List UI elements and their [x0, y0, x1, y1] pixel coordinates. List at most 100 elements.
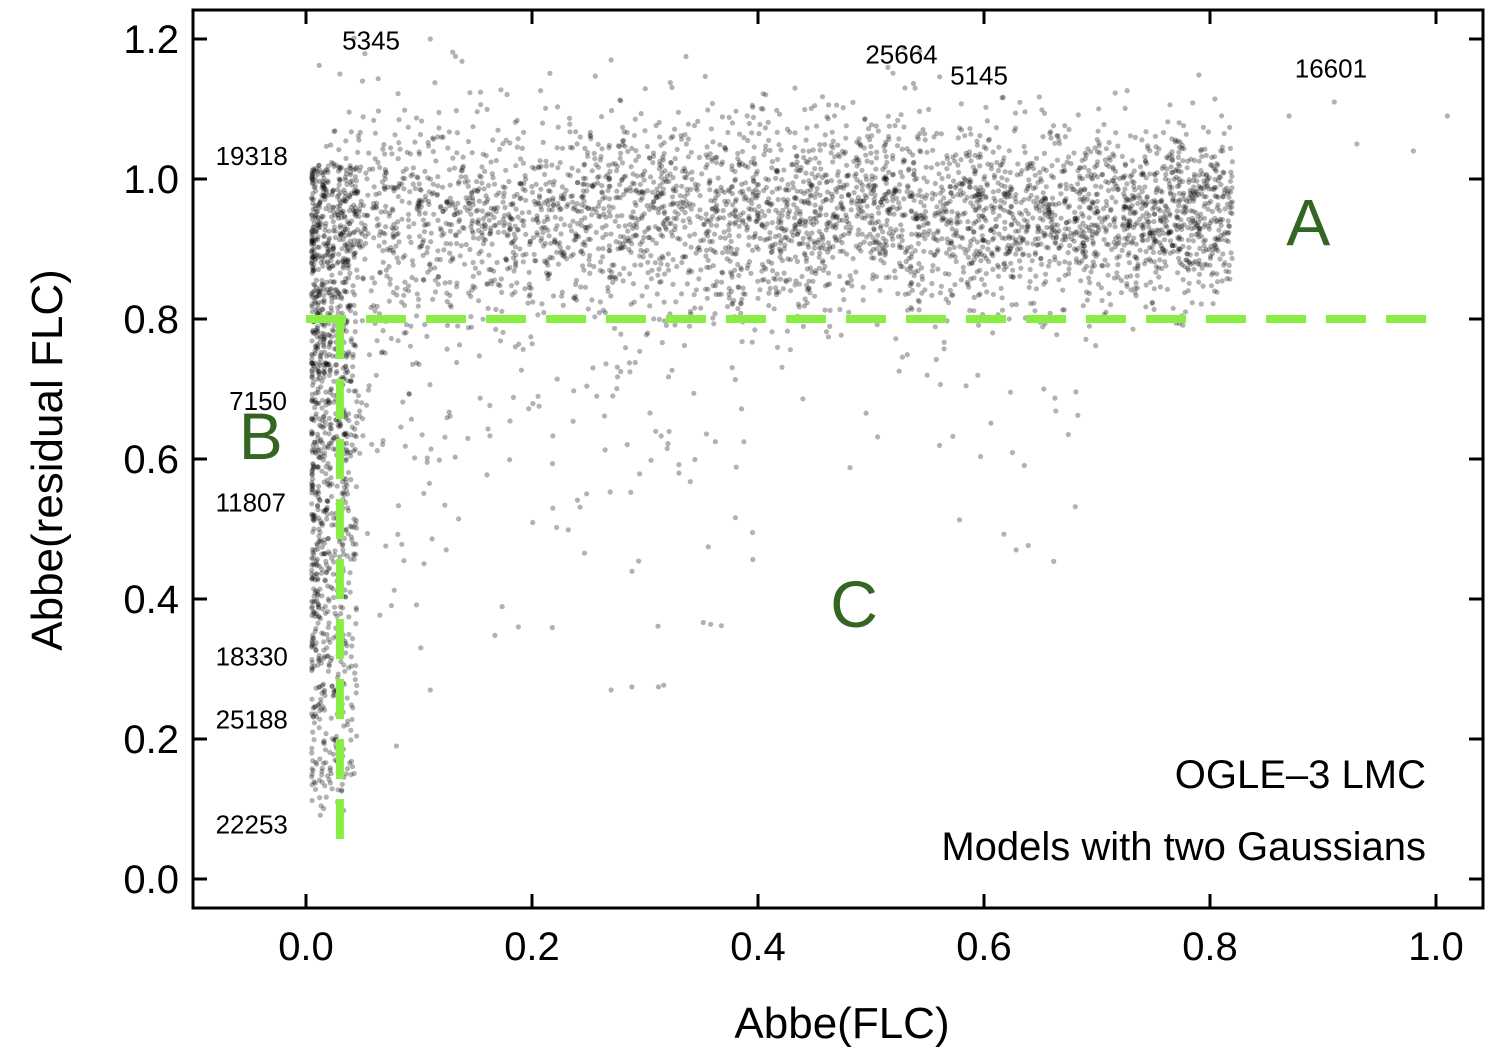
data-point [323, 569, 329, 575]
data-point [1114, 241, 1120, 247]
data-point [340, 263, 346, 269]
data-point [1172, 137, 1178, 143]
data-point [309, 562, 315, 568]
data-point [697, 207, 703, 213]
data-point [355, 274, 361, 280]
data-point [628, 188, 634, 194]
data-point [708, 222, 714, 228]
data-point [802, 106, 808, 113]
data-point [1043, 196, 1049, 202]
data-point [895, 117, 901, 123]
data-point [620, 137, 627, 143]
data-point [1175, 235, 1181, 241]
data-point [846, 220, 852, 226]
data-point [337, 202, 343, 208]
data-point [713, 291, 719, 297]
data-point [1150, 249, 1157, 255]
data-point [588, 136, 594, 142]
data-point [971, 229, 977, 235]
data-point [935, 247, 941, 253]
data-point [339, 295, 345, 302]
data-point [347, 378, 353, 384]
data-point [1139, 232, 1145, 238]
data-point [351, 552, 357, 558]
data-point [767, 230, 773, 236]
data-point [1007, 169, 1013, 176]
data-point [352, 189, 358, 195]
data-point [708, 246, 714, 252]
data-point [474, 219, 480, 225]
data-point [909, 251, 915, 257]
data-point [1120, 175, 1126, 181]
data-point [1140, 238, 1146, 244]
data-point [1175, 161, 1181, 167]
data-point [919, 193, 925, 199]
data-point [1214, 237, 1220, 243]
data-point [408, 239, 414, 245]
data-point [475, 227, 482, 234]
data-point [1077, 204, 1083, 210]
data-point [522, 173, 528, 179]
data-point [726, 291, 732, 297]
data-point [908, 208, 914, 214]
data-point [757, 287, 763, 293]
data-point [897, 182, 903, 188]
data-point [325, 608, 331, 615]
data-point [934, 237, 941, 244]
data-point [929, 292, 935, 298]
data-point [1072, 229, 1078, 235]
data-point [974, 199, 980, 205]
data-point [320, 181, 326, 187]
data-point [341, 288, 347, 294]
data-point [939, 175, 945, 182]
data-point [1198, 191, 1205, 197]
data-point [1001, 200, 1008, 206]
data-point [526, 209, 532, 215]
data-point [1196, 72, 1202, 78]
data-point [316, 563, 322, 569]
data-point [573, 236, 579, 242]
data-point [955, 162, 961, 168]
data-point [988, 227, 994, 233]
data-point [1018, 199, 1024, 205]
data-point [1176, 182, 1182, 189]
data-point [648, 276, 655, 282]
data-point [321, 654, 328, 660]
data-point [931, 252, 937, 258]
data-point [523, 197, 529, 203]
data-point [1176, 190, 1182, 196]
data-point [1124, 274, 1130, 280]
data-point [876, 210, 882, 216]
data-point [750, 247, 756, 253]
data-point [1194, 178, 1200, 184]
data-point [1016, 210, 1023, 216]
data-point [892, 189, 898, 196]
data-point [470, 230, 476, 236]
data-point [766, 137, 772, 143]
data-point [729, 300, 735, 306]
data-point [446, 167, 453, 173]
data-point [988, 162, 995, 168]
data-point [1015, 221, 1021, 227]
data-point [559, 293, 565, 299]
data-point [310, 632, 316, 638]
data-point [823, 227, 829, 233]
data-point [311, 224, 317, 230]
data-point [911, 159, 917, 165]
data-point [1156, 232, 1163, 238]
data-point [309, 212, 315, 218]
data-point [510, 394, 516, 400]
data-point [369, 441, 375, 447]
data-point [944, 166, 950, 172]
data-point [1182, 205, 1188, 211]
data-point [360, 114, 366, 120]
data-point [309, 360, 315, 366]
data-point [904, 352, 910, 358]
data-point [812, 202, 818, 208]
data-point [1131, 209, 1137, 215]
data-point [1017, 273, 1023, 279]
data-point [882, 176, 888, 182]
data-point [1169, 242, 1175, 249]
data-point [873, 220, 879, 226]
data-point [1088, 172, 1094, 178]
